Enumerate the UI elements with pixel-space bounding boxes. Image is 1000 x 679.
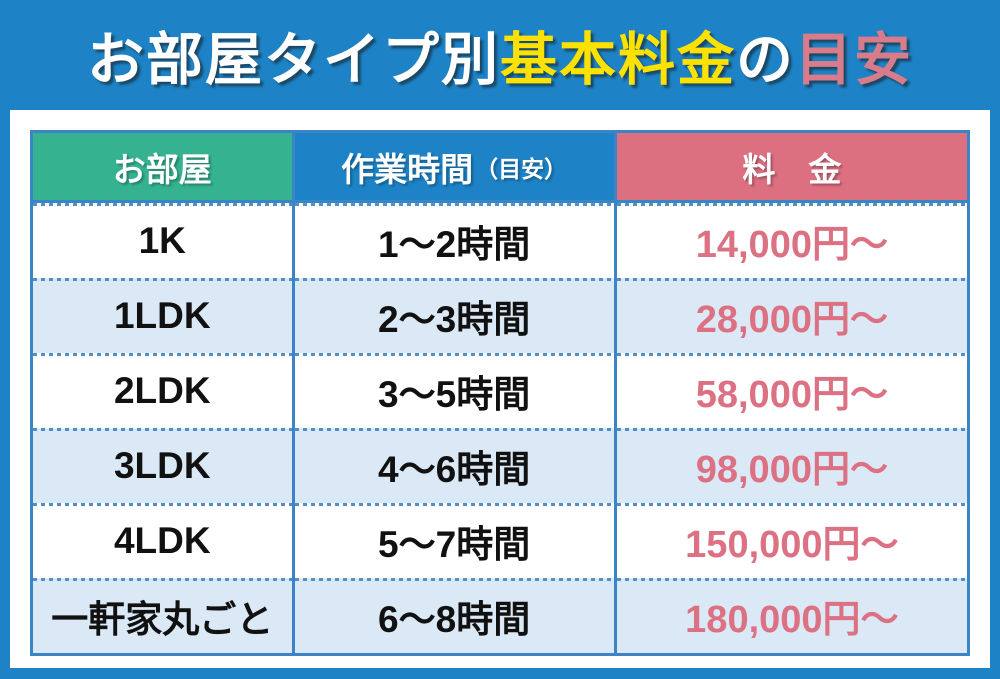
table-row-1k: 1K 1〜2時間 14,000円〜 — [33, 203, 967, 278]
title-segment-basic-fee: 基本料金 — [500, 28, 736, 92]
header-hours: 作業時間 （目安） — [294, 133, 617, 200]
table-panel: お部屋 作業時間 （目安） 料 金 1K 1〜2時間 14,000円〜 1LDK … — [10, 110, 990, 668]
room-cell: 一軒家丸ごと — [33, 578, 295, 653]
title-segment-estimate: 目安 — [795, 28, 913, 92]
room-cell: 1K — [33, 203, 295, 278]
header-hours-note: （目安） — [475, 155, 568, 182]
room-cell: 1LDK — [33, 278, 295, 353]
hours-cell: 5〜7時間 — [294, 503, 617, 578]
room-cell: 4LDK — [33, 503, 295, 578]
title-segment-room-type: お部屋タイプ別 — [87, 28, 500, 92]
hours-cell: 3〜5時間 — [294, 353, 617, 428]
header-room-label: お部屋 — [112, 150, 212, 188]
room-cell: 2LDK — [33, 353, 295, 428]
price-cell: 98,000円〜 — [616, 428, 967, 503]
room-cell: 3LDK — [33, 428, 295, 503]
table-row-1ldk: 1LDK 2〜3時間 28,000円〜 — [33, 278, 967, 353]
price-cell: 150,000円〜 — [616, 503, 967, 578]
price-cell: 180,000円〜 — [616, 578, 967, 653]
header-hours-label: 作業時間 — [341, 150, 474, 188]
price-cell: 14,000円〜 — [616, 203, 967, 278]
hours-cell: 6〜8時間 — [294, 578, 617, 653]
table-header-row: お部屋 作業時間 （目安） 料 金 — [33, 133, 967, 203]
header-price-label: 料 金 — [742, 150, 842, 188]
table-row-2ldk: 2LDK 3〜5時間 58,000円〜 — [33, 353, 967, 428]
table-row-4ldk: 4LDK 5〜7時間 150,000円〜 — [33, 503, 967, 578]
table-row-whole-house: 一軒家丸ごと 6〜8時間 180,000円〜 — [33, 578, 967, 653]
hours-cell: 2〜3時間 — [294, 278, 617, 353]
title-segment-no: の — [736, 28, 795, 92]
title-band: お部屋タイプ別基本料金の目安 — [0, 0, 1000, 110]
page-title: お部屋タイプ別基本料金の目安 — [87, 14, 913, 96]
table-row-3ldk: 3LDK 4〜6時間 98,000円〜 — [33, 428, 967, 503]
price-cell: 28,000円〜 — [616, 278, 967, 353]
price-table: お部屋 作業時間 （目安） 料 金 1K 1〜2時間 14,000円〜 1LDK … — [30, 130, 970, 656]
header-price: 料 金 — [616, 133, 967, 200]
header-room: お部屋 — [33, 133, 295, 200]
hours-cell: 1〜2時間 — [294, 203, 617, 278]
hours-cell: 4〜6時間 — [294, 428, 617, 503]
price-cell: 58,000円〜 — [616, 353, 967, 428]
